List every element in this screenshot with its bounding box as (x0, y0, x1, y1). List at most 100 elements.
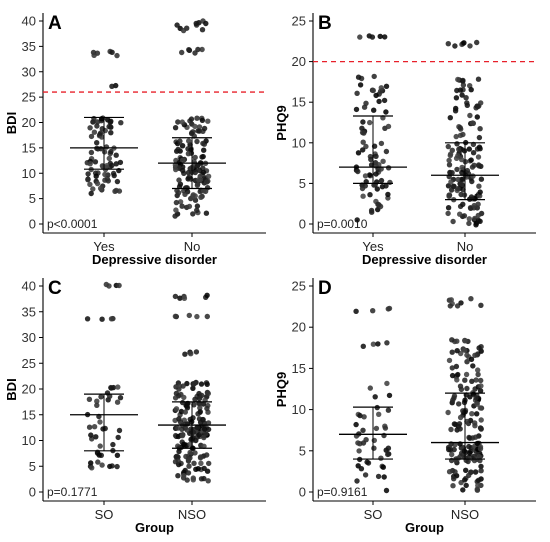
data-point (468, 157, 474, 163)
y-tick-label: 20 (292, 54, 306, 69)
data-point (177, 181, 184, 187)
data-point (106, 283, 112, 289)
data-point (383, 183, 389, 189)
data-point (460, 77, 466, 84)
y-tick-label: 10 (292, 402, 306, 417)
data-point (378, 455, 384, 461)
y-tick-label: 20 (22, 382, 36, 397)
data-point (357, 34, 363, 40)
data-point (465, 458, 471, 465)
data-point (451, 421, 458, 427)
data-point (185, 151, 192, 157)
data-point (472, 434, 479, 440)
data-point (198, 381, 205, 387)
data-point (371, 107, 377, 113)
data-point (108, 148, 114, 155)
data-point (446, 357, 453, 364)
data-point (188, 116, 195, 122)
data-point (461, 347, 468, 353)
data-point (199, 27, 206, 33)
data-point (470, 150, 477, 156)
data-point (358, 466, 365, 472)
data-point (204, 405, 210, 412)
data-point (180, 383, 186, 389)
data-point (107, 393, 113, 399)
data-point (114, 178, 121, 185)
y-tick-label: 0 (299, 217, 306, 232)
data-point (369, 34, 376, 40)
data-point (114, 452, 121, 458)
data-point (88, 133, 95, 140)
data-point (360, 139, 366, 145)
data-point (206, 460, 212, 467)
data-point (185, 169, 192, 176)
data-point (446, 469, 453, 475)
data-point (201, 426, 208, 432)
data-point (355, 150, 362, 156)
data-point (385, 451, 391, 458)
data-point (175, 146, 181, 153)
y-tick-label: 10 (22, 433, 36, 448)
data-point (360, 343, 366, 349)
data-point (373, 153, 379, 159)
data-point (472, 352, 478, 358)
data-point (173, 166, 179, 173)
data-point (186, 463, 192, 469)
data-point (355, 168, 361, 175)
data-point (107, 119, 114, 126)
data-point (462, 338, 468, 344)
data-point (180, 27, 187, 34)
data-point (451, 446, 457, 453)
data-point (373, 171, 379, 177)
data-point (175, 473, 181, 479)
data-point (87, 161, 93, 167)
data-point (447, 152, 453, 159)
data-point (450, 397, 456, 403)
y-tick-label: 25 (22, 90, 36, 105)
data-point (466, 220, 472, 227)
data-point (464, 385, 470, 392)
data-point (102, 171, 108, 178)
data-point (116, 427, 123, 434)
data-point (374, 186, 380, 192)
data-point (463, 467, 469, 473)
data-point (205, 420, 212, 426)
data-point (476, 183, 482, 189)
data-point (176, 448, 182, 455)
data-point (453, 457, 459, 463)
data-point (371, 445, 377, 451)
data-point (179, 399, 186, 406)
data-point (366, 172, 373, 178)
y-tick-label: 15 (22, 407, 36, 422)
data-point (204, 452, 210, 458)
x-axis-title: Group (135, 520, 174, 535)
data-point (108, 130, 114, 136)
data-point (464, 359, 470, 365)
data-point (192, 396, 198, 402)
data-point (113, 187, 119, 194)
data-point (457, 414, 464, 421)
data-point (89, 465, 95, 471)
data-point (463, 371, 470, 378)
data-point (108, 385, 114, 391)
data-point (466, 216, 472, 222)
data-point (116, 282, 122, 289)
data-point (182, 351, 188, 357)
x-tick-label: No (457, 239, 474, 254)
data-point (453, 95, 460, 101)
data-point (192, 123, 198, 130)
data-point (378, 140, 385, 147)
data-point (194, 207, 200, 213)
x-axis-title: Depressive disorder (362, 252, 487, 267)
data-point (194, 163, 200, 169)
y-tick-label: 5 (299, 443, 306, 458)
data-point (457, 426, 463, 432)
y-axis-title: BDI (4, 378, 19, 400)
data-point (449, 365, 455, 371)
data-point (475, 103, 481, 110)
data-point (466, 434, 472, 441)
data-point (461, 448, 468, 454)
data-point (194, 182, 201, 188)
data-point (179, 433, 186, 439)
data-point (445, 210, 451, 217)
